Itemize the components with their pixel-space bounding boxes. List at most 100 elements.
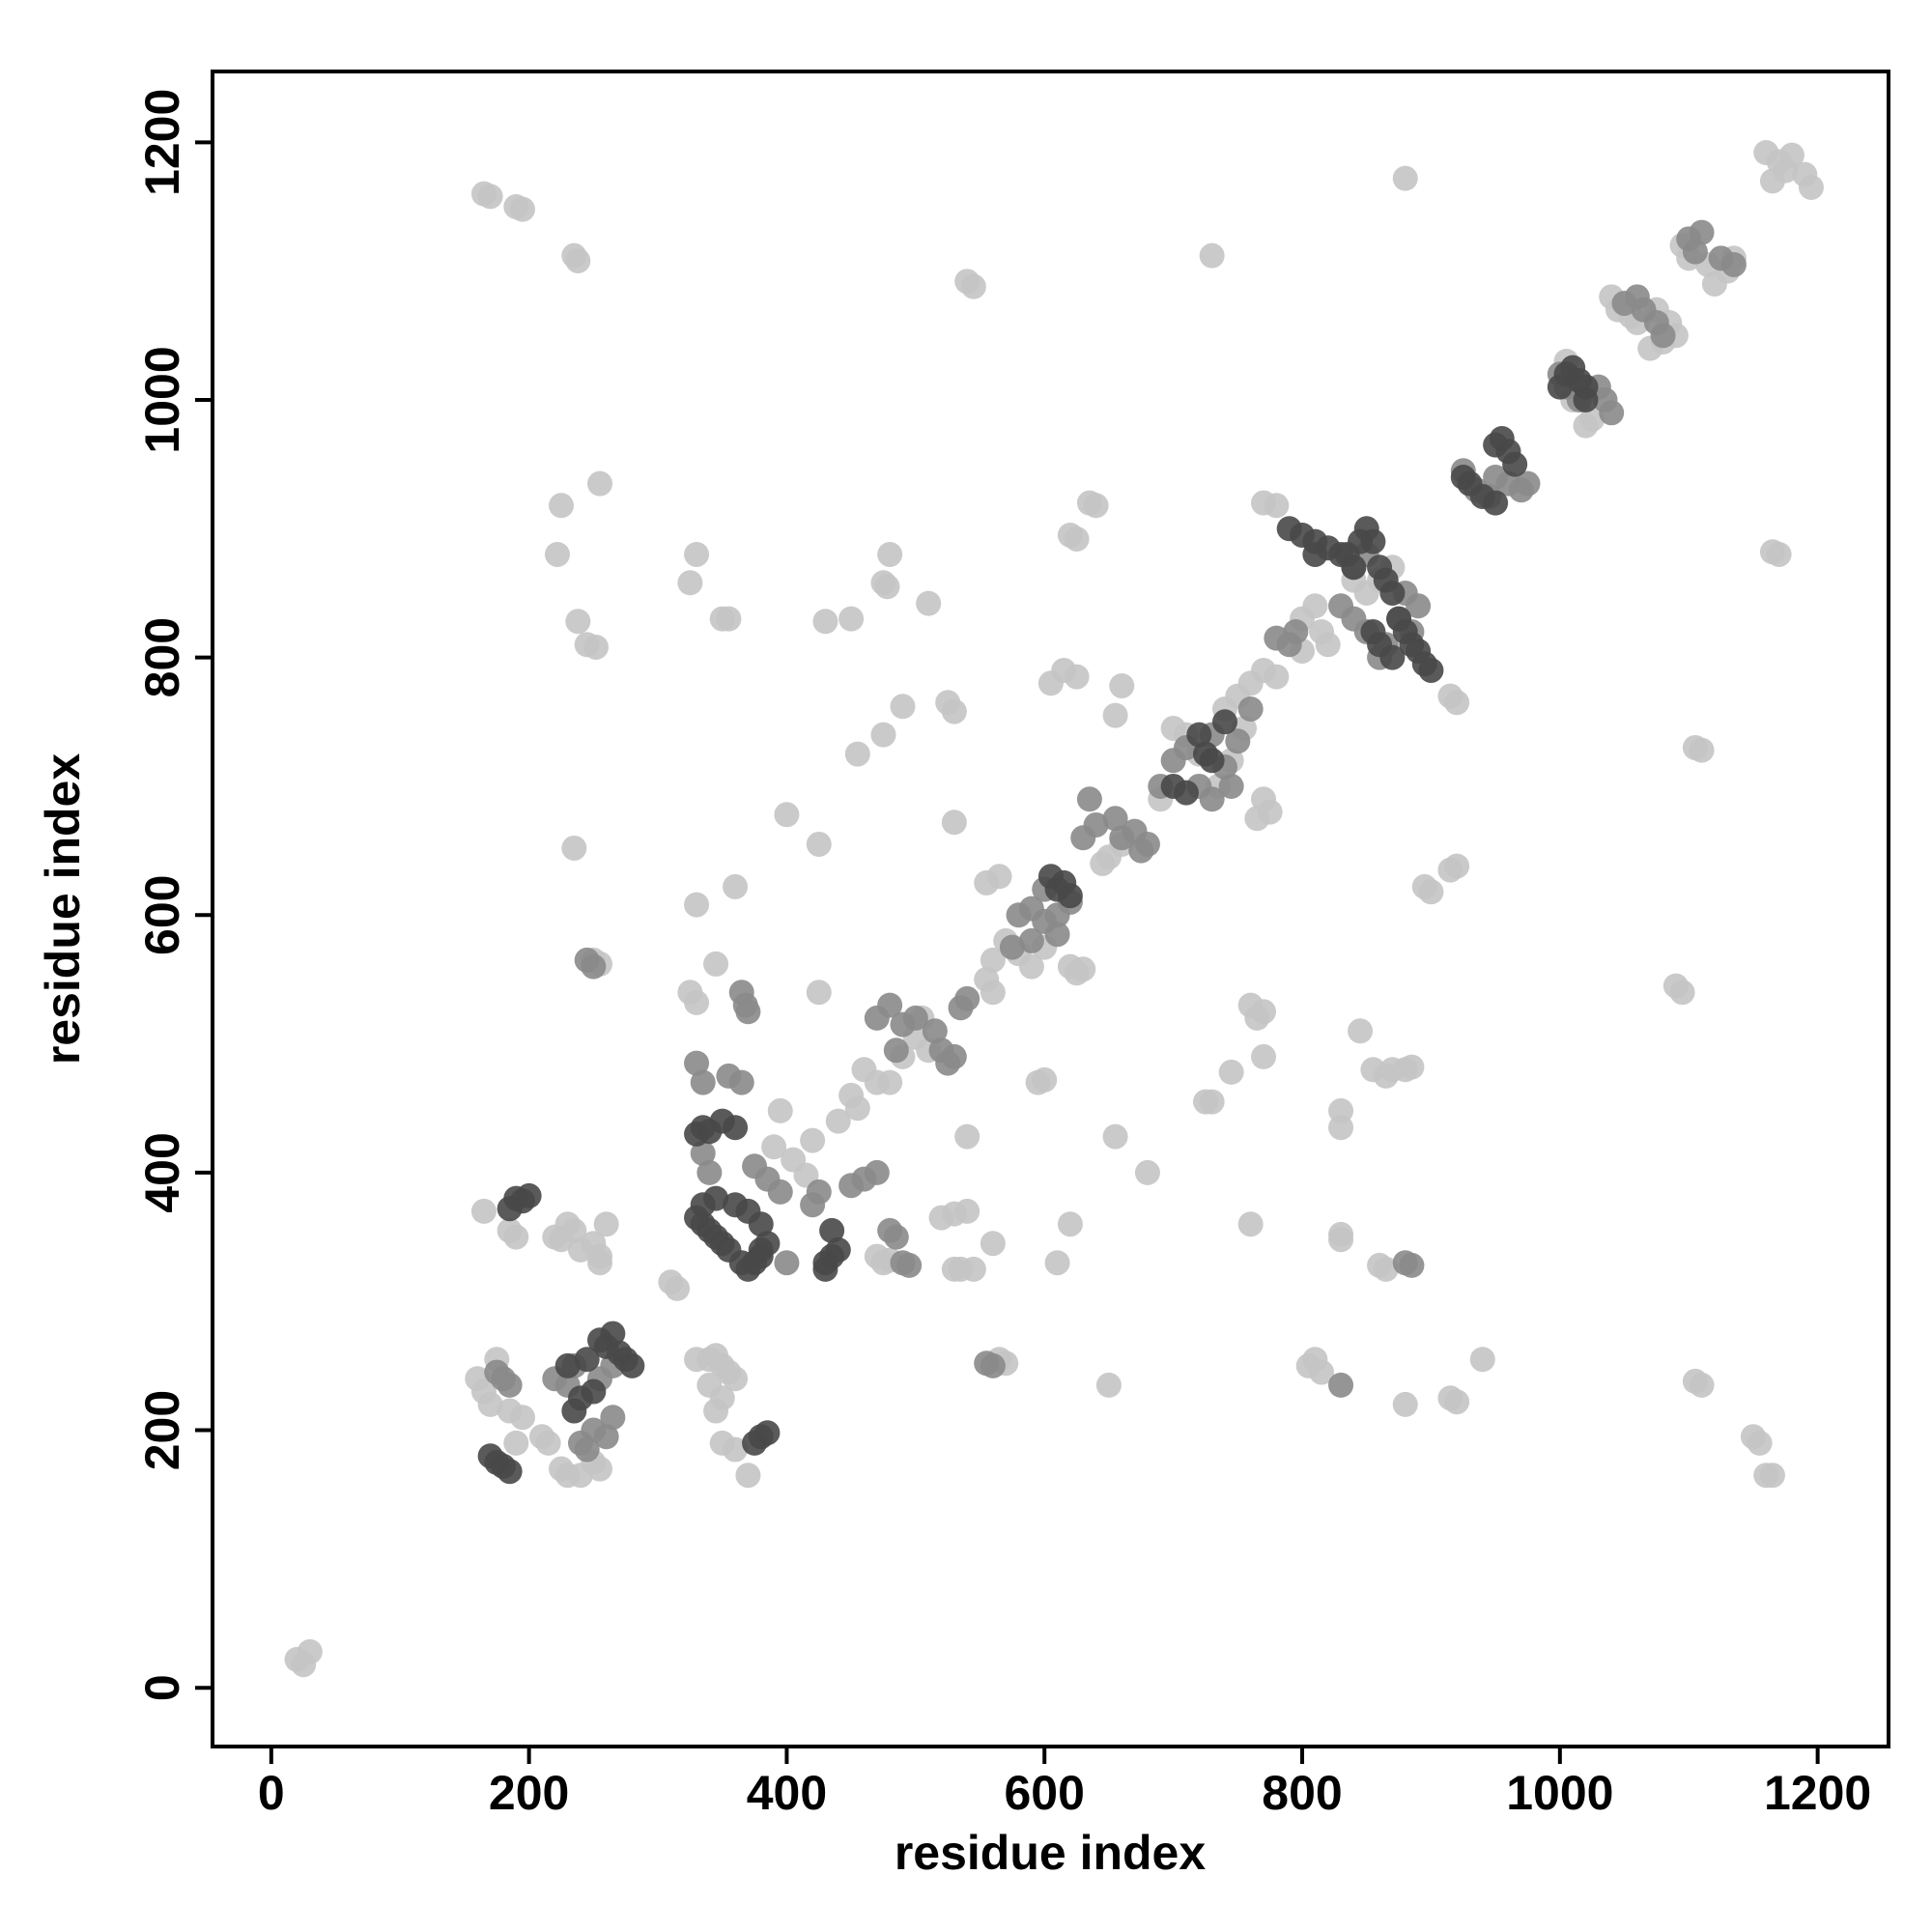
contact-point — [1083, 811, 1109, 838]
contact-point — [1373, 1256, 1399, 1282]
contact-point — [1095, 1372, 1122, 1398]
contact-point — [1102, 806, 1128, 832]
contact-point — [574, 1436, 600, 1463]
contact-point — [870, 722, 896, 748]
contact-point — [1747, 1430, 1773, 1456]
contact-point — [980, 1231, 1006, 1257]
contact-point — [1348, 1018, 1374, 1044]
contact-point — [503, 1430, 529, 1456]
contact-point — [1244, 806, 1270, 832]
contact-point — [1392, 1391, 1418, 1417]
x-tick-label: 600 — [1005, 1766, 1085, 1820]
contact-point — [696, 1159, 723, 1185]
contact-point — [1682, 734, 1708, 760]
contact-point — [1379, 644, 1406, 670]
contact-point — [723, 1436, 749, 1463]
contact-point — [1437, 1385, 1463, 1411]
contact-point — [767, 1179, 793, 1205]
contact-point — [1211, 709, 1237, 735]
contact-point — [767, 1097, 793, 1123]
contact-point — [916, 590, 942, 616]
contact-point — [1689, 219, 1715, 245]
contact-point — [1379, 580, 1406, 606]
contact-point — [1682, 239, 1708, 265]
contact-point — [497, 1372, 523, 1398]
contact-point — [1309, 1359, 1335, 1385]
contact-point — [877, 541, 903, 567]
contact-point — [561, 835, 587, 861]
contact-point — [838, 606, 865, 632]
contact-point — [941, 698, 967, 724]
contact-point — [1437, 857, 1463, 883]
contact-point — [1360, 618, 1386, 644]
contact-point — [1064, 664, 1090, 690]
contact-point — [999, 934, 1025, 960]
contact-point — [1392, 165, 1418, 191]
contact-point — [554, 1352, 581, 1378]
contact-point — [1328, 1227, 1354, 1253]
contact-point — [716, 606, 742, 632]
contact-point — [684, 541, 710, 567]
contact-point — [565, 609, 591, 635]
contact-point — [593, 1424, 619, 1450]
contact-point — [600, 1405, 626, 1431]
contact-point — [593, 1211, 619, 1237]
contact-point — [1669, 980, 1695, 1006]
contact-point — [565, 247, 591, 273]
contact-point — [1469, 1347, 1495, 1373]
contact-point — [806, 831, 832, 857]
contact-point — [1399, 1252, 1425, 1278]
contact-point — [896, 1252, 923, 1278]
contact-point — [877, 1069, 903, 1095]
contact-point — [1070, 956, 1096, 982]
contact-point — [902, 1005, 928, 1031]
contact-point — [1057, 883, 1083, 909]
contact-point — [980, 980, 1006, 1006]
contact-point — [587, 1250, 613, 1276]
contact-point — [723, 873, 749, 899]
contact-point — [1134, 1159, 1160, 1185]
contact-point — [1192, 1089, 1218, 1115]
contact-point — [1076, 786, 1102, 812]
contact-point — [825, 1236, 851, 1263]
contact-point — [1264, 664, 1290, 690]
contact-point — [1798, 174, 1824, 200]
contact-point — [980, 1352, 1006, 1378]
contact-point — [1090, 850, 1116, 876]
contact-point — [1759, 168, 1785, 194]
contact-point — [470, 1198, 497, 1224]
contact-point — [735, 1463, 761, 1489]
x-tick-label: 1200 — [1764, 1766, 1871, 1820]
contact-point — [883, 1224, 909, 1250]
contact-point — [509, 196, 535, 222]
x-axis-label: residue index — [895, 1826, 1207, 1880]
contact-point — [535, 1430, 561, 1456]
contact-point — [754, 1420, 781, 1446]
contact-point — [1083, 493, 1109, 519]
contact-point — [619, 1352, 645, 1378]
contact-point — [980, 947, 1006, 973]
x-tick-label: 200 — [489, 1766, 569, 1820]
contact-point — [516, 1182, 542, 1208]
contact-point — [1302, 593, 1328, 619]
y-tick-label: 600 — [135, 875, 189, 955]
contact-point — [1186, 722, 1212, 748]
y-tick-label: 1000 — [135, 346, 189, 453]
contact-point — [1283, 618, 1309, 644]
contact-point — [1573, 386, 1599, 412]
contact-point — [1418, 657, 1444, 683]
contact-point — [883, 1037, 909, 1064]
contact-point — [703, 951, 729, 977]
contact-point — [684, 892, 710, 918]
y-tick-label: 0 — [135, 1674, 189, 1701]
contact-point — [800, 1127, 826, 1153]
contact-point — [1199, 786, 1225, 812]
contact-point — [1720, 251, 1747, 277]
contact-point — [812, 609, 838, 635]
contact-point — [812, 1256, 838, 1282]
contact-point — [723, 1192, 749, 1218]
contact-point — [844, 741, 870, 767]
contact-point — [1218, 773, 1244, 799]
y-tick-label: 800 — [135, 617, 189, 697]
